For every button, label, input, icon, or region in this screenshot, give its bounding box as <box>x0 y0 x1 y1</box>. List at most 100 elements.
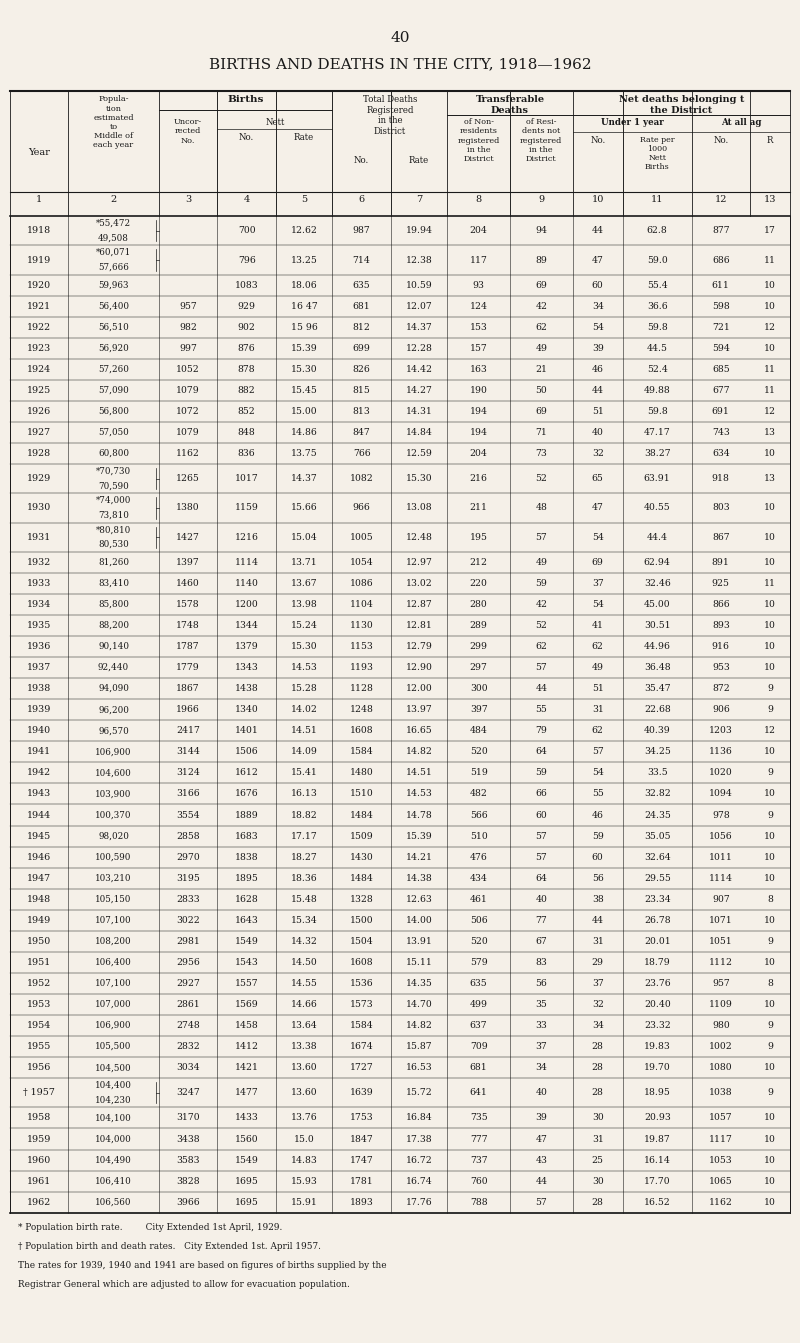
Text: 737: 737 <box>470 1155 487 1164</box>
Text: 1929: 1929 <box>26 474 51 483</box>
Text: No.: No. <box>239 133 254 142</box>
Text: 69: 69 <box>592 557 604 567</box>
Text: 1421: 1421 <box>234 1064 258 1072</box>
Text: 22.68: 22.68 <box>644 705 670 714</box>
Text: 10: 10 <box>764 790 776 799</box>
Text: 10: 10 <box>764 831 776 841</box>
Text: 10: 10 <box>764 449 776 458</box>
Text: 16.13: 16.13 <box>290 790 318 799</box>
Text: 11: 11 <box>764 579 776 588</box>
Text: 1057: 1057 <box>709 1113 733 1123</box>
Text: 41: 41 <box>592 620 604 630</box>
Text: 1578: 1578 <box>176 600 200 608</box>
Text: 19.87: 19.87 <box>644 1135 670 1143</box>
Text: 16.84: 16.84 <box>406 1113 433 1123</box>
Text: 16.14: 16.14 <box>644 1155 670 1164</box>
Text: No.: No. <box>590 136 606 145</box>
Text: 813: 813 <box>353 407 370 416</box>
Text: 1159: 1159 <box>234 504 258 513</box>
Text: 13: 13 <box>764 474 776 483</box>
Text: 1557: 1557 <box>235 979 258 988</box>
Text: 1193: 1193 <box>350 663 374 672</box>
Text: 57,090: 57,090 <box>98 385 129 395</box>
Text: 44.4: 44.4 <box>646 533 668 541</box>
Text: 56,400: 56,400 <box>98 302 129 310</box>
Text: 13.08: 13.08 <box>406 504 433 513</box>
Text: 1079: 1079 <box>176 428 200 436</box>
Text: 10: 10 <box>764 958 776 967</box>
Text: 13.25: 13.25 <box>290 255 318 265</box>
Text: 11: 11 <box>764 255 776 265</box>
Text: 14.50: 14.50 <box>290 958 318 967</box>
Text: 1695: 1695 <box>234 1176 258 1186</box>
Text: 32: 32 <box>592 1001 604 1009</box>
Text: 1438: 1438 <box>234 684 258 693</box>
Text: 434: 434 <box>470 874 488 882</box>
Text: 12.63: 12.63 <box>406 894 433 904</box>
Text: 15.93: 15.93 <box>290 1176 318 1186</box>
Text: 2970: 2970 <box>176 853 200 862</box>
Text: 85,800: 85,800 <box>98 600 129 608</box>
Text: 634: 634 <box>712 449 730 458</box>
Text: 38: 38 <box>592 894 603 904</box>
Text: 14.83: 14.83 <box>290 1155 318 1164</box>
Text: 1328: 1328 <box>350 894 374 904</box>
Text: 12: 12 <box>764 727 776 735</box>
Text: 47: 47 <box>535 1135 547 1143</box>
Text: 211: 211 <box>470 504 488 513</box>
Text: 299: 299 <box>470 642 488 651</box>
Text: 1628: 1628 <box>234 894 258 904</box>
Text: 1928: 1928 <box>26 449 51 458</box>
Text: 98,020: 98,020 <box>98 831 129 841</box>
Text: 2833: 2833 <box>176 894 200 904</box>
Text: 46: 46 <box>592 365 604 373</box>
Text: 918: 918 <box>712 474 730 483</box>
Text: 1248: 1248 <box>350 705 374 714</box>
Text: 36.48: 36.48 <box>644 663 670 672</box>
Text: 16.72: 16.72 <box>406 1155 433 1164</box>
Text: 23.76: 23.76 <box>644 979 670 988</box>
Text: 37: 37 <box>592 579 603 588</box>
Text: 10: 10 <box>764 302 776 310</box>
Text: 10: 10 <box>764 853 776 862</box>
Text: 106,400: 106,400 <box>95 958 132 967</box>
Text: 1927: 1927 <box>26 428 51 436</box>
Text: 54: 54 <box>592 533 604 541</box>
Text: 69: 69 <box>535 407 547 416</box>
Text: 3554: 3554 <box>176 811 200 819</box>
Text: 21: 21 <box>535 365 547 373</box>
Text: 44: 44 <box>535 684 547 693</box>
Text: 40: 40 <box>390 31 410 44</box>
Text: 1484: 1484 <box>350 811 374 819</box>
Text: 14.37: 14.37 <box>406 322 433 332</box>
Text: 79: 79 <box>535 727 547 735</box>
Text: 35.05: 35.05 <box>644 831 670 841</box>
Text: 3247: 3247 <box>176 1088 200 1097</box>
Text: 57: 57 <box>535 831 547 841</box>
Text: 14.82: 14.82 <box>406 1021 433 1030</box>
Text: 15.00: 15.00 <box>291 407 318 416</box>
Text: 978: 978 <box>712 811 730 819</box>
Text: 1925: 1925 <box>26 385 51 395</box>
Text: 94,090: 94,090 <box>98 684 129 693</box>
Text: 297: 297 <box>470 663 488 672</box>
Text: 3: 3 <box>185 195 191 204</box>
Text: 71: 71 <box>535 428 547 436</box>
Text: 3170: 3170 <box>176 1113 200 1123</box>
Text: 1114: 1114 <box>709 874 733 882</box>
Text: 594: 594 <box>712 344 730 353</box>
Text: 10: 10 <box>764 874 776 882</box>
Text: 1952: 1952 <box>26 979 51 988</box>
Text: 62: 62 <box>592 727 604 735</box>
Text: Popula-
tion
estimated
to
Middle of
each year: Popula- tion estimated to Middle of each… <box>94 95 134 149</box>
Text: 300: 300 <box>470 684 487 693</box>
Text: 1781: 1781 <box>350 1176 374 1186</box>
Text: 1082: 1082 <box>350 474 374 483</box>
Text: 10: 10 <box>764 1198 776 1207</box>
Text: 1931: 1931 <box>26 533 51 541</box>
Text: 34.25: 34.25 <box>644 747 670 756</box>
Text: 1961: 1961 <box>26 1176 51 1186</box>
Text: 1344: 1344 <box>234 620 258 630</box>
Text: 12.81: 12.81 <box>406 620 433 630</box>
Text: 1966: 1966 <box>176 705 200 714</box>
